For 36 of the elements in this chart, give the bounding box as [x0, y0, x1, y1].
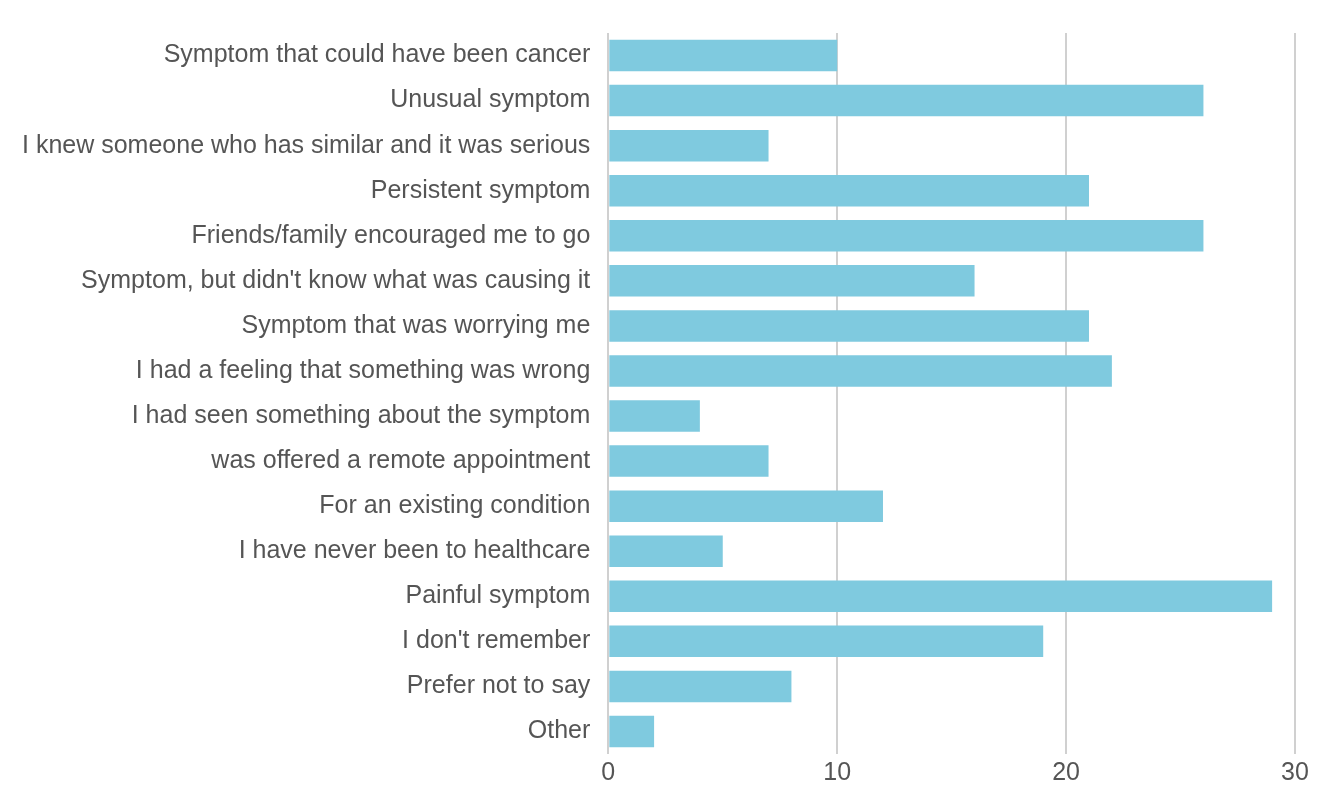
- bar: [609, 265, 975, 297]
- bar: [609, 400, 700, 432]
- bar: [609, 84, 1204, 117]
- bar: [609, 670, 792, 703]
- bar: [609, 625, 1044, 658]
- x-tick-label: 30: [1281, 756, 1309, 785]
- bar: [609, 220, 1204, 252]
- bar: [609, 129, 769, 162]
- y-tick-label: Friends/family encouraged me to go: [191, 219, 591, 248]
- x-tick-label: 20: [1052, 756, 1081, 785]
- bar: [609, 355, 1112, 387]
- bar: [609, 39, 838, 72]
- bar: [609, 715, 655, 748]
- y-tick-label: I have never been to healthcare: [238, 535, 591, 564]
- bar: [609, 490, 883, 522]
- y-tick-label: Painful symptom: [405, 580, 591, 609]
- x-tick-label: 10: [823, 756, 852, 785]
- y-tick-label: I had a feeling that something was wrong: [135, 354, 591, 383]
- y-tick-label: Persistent symptom: [370, 174, 591, 203]
- bar: [609, 580, 1273, 613]
- y-tick-label: I don't remember: [402, 625, 591, 654]
- y-tick-label: Symptom, but didn't know what was causing it: [81, 264, 591, 293]
- bar: [609, 310, 1089, 342]
- y-tick-label: For an existing condition: [319, 490, 591, 519]
- y-tick-label: Unusual symptom: [390, 84, 591, 113]
- bar: [609, 535, 723, 567]
- y-tick-label: Other: [527, 715, 591, 744]
- bar: [609, 445, 769, 477]
- bar: [609, 174, 1089, 207]
- y-tick-label: Prefer not to say: [406, 670, 591, 699]
- y-tick-label: Symptom that was worrying me: [241, 309, 591, 338]
- y-tick-label: I had seen something about the symptom: [131, 399, 591, 428]
- y-tick-label: was offered a remote appointment: [210, 444, 591, 473]
- y-tick-label: Symptom that could have been cancer: [163, 39, 591, 68]
- x-tick-label: 0: [601, 756, 616, 785]
- y-tick-label: I knew someone who has similar and it was serious: [22, 129, 591, 158]
